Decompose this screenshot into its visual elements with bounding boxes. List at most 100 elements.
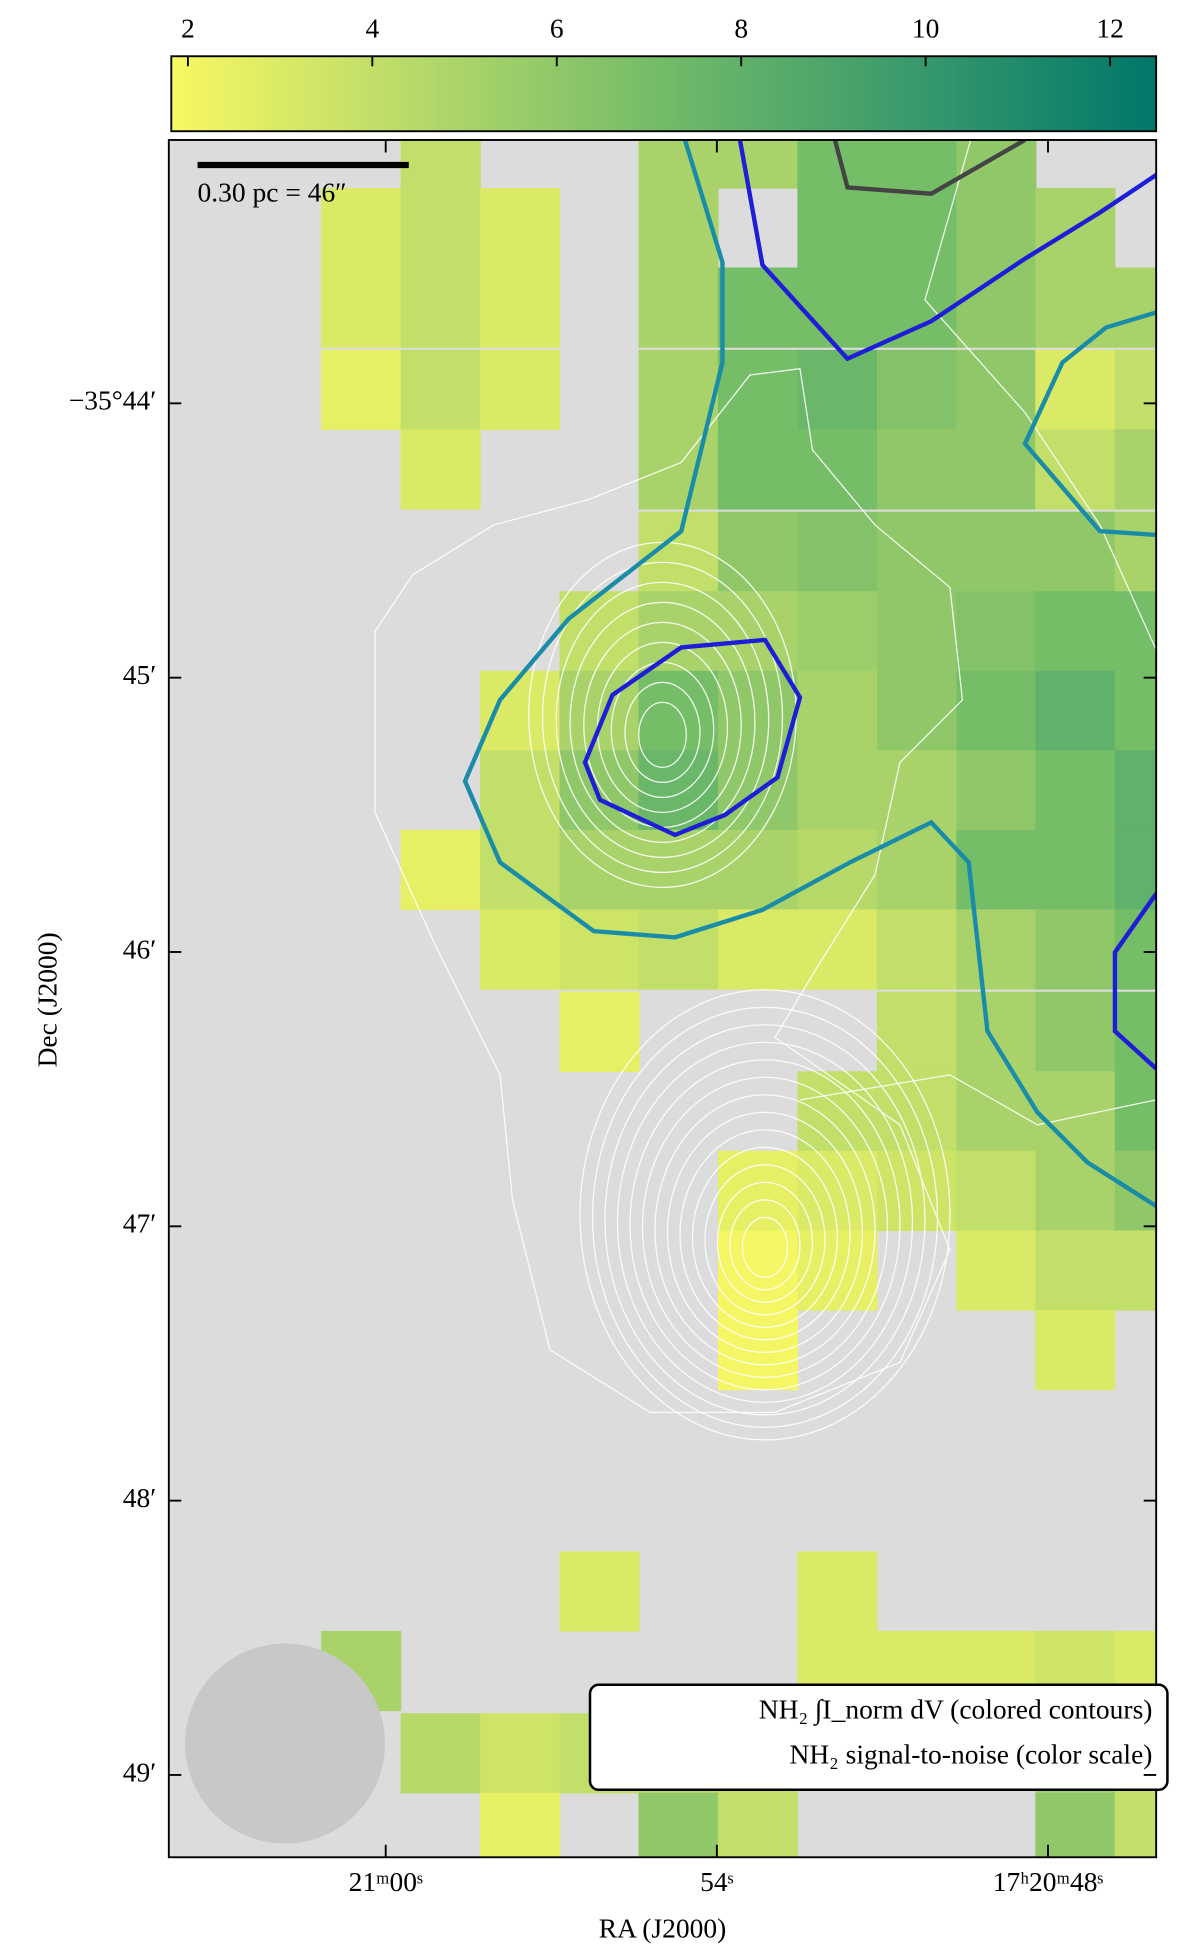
cell xyxy=(717,267,799,348)
cell xyxy=(797,591,878,672)
cell xyxy=(1035,1230,1116,1311)
cell xyxy=(956,349,1037,431)
y-tick-label: 49′ xyxy=(123,1757,157,1787)
cell xyxy=(1035,267,1116,348)
cell xyxy=(1035,349,1116,431)
cell xyxy=(797,1071,878,1152)
contour xyxy=(629,1059,901,1391)
cell xyxy=(717,1150,799,1232)
cell xyxy=(400,187,481,269)
cell xyxy=(638,829,719,911)
contour xyxy=(679,1129,851,1341)
contour xyxy=(374,368,964,1413)
cell xyxy=(876,909,958,990)
cell xyxy=(797,511,878,592)
cell xyxy=(480,349,561,431)
cell xyxy=(876,139,958,189)
cell xyxy=(1035,829,1116,911)
cell xyxy=(876,511,958,592)
contour xyxy=(569,601,756,844)
y-tick-label: 47′ xyxy=(123,1209,157,1239)
x-tick-label: 54ˢ xyxy=(700,1867,733,1897)
x-tick-label: 17ʰ20ᵐ48ˢ xyxy=(993,1867,1104,1897)
cell xyxy=(1035,591,1116,672)
cell xyxy=(1035,1150,1116,1232)
cell xyxy=(480,267,561,348)
cell xyxy=(638,909,719,990)
cell xyxy=(321,267,402,348)
cell xyxy=(400,1713,481,1794)
cell xyxy=(797,429,878,510)
cell xyxy=(1035,670,1116,751)
cell xyxy=(1114,670,1157,751)
colorbar-tick-label: 10 xyxy=(912,14,939,44)
cell xyxy=(1114,1230,1157,1311)
cell xyxy=(876,591,958,672)
cell xyxy=(876,750,958,831)
contour xyxy=(654,1094,876,1366)
cell xyxy=(1035,750,1116,831)
cell xyxy=(1035,1309,1116,1391)
contour xyxy=(729,1199,801,1291)
cell xyxy=(876,349,958,431)
contour xyxy=(1022,310,1157,538)
contour xyxy=(704,1164,826,1316)
cell xyxy=(1035,991,1116,1072)
cell xyxy=(956,1071,1037,1152)
cell xyxy=(1114,991,1157,1072)
cell xyxy=(797,750,878,831)
cell xyxy=(956,139,1037,189)
y-tick-label: 45′ xyxy=(123,660,157,690)
cell xyxy=(480,187,561,269)
cell xyxy=(559,750,640,831)
cell xyxy=(956,1150,1037,1232)
cell xyxy=(559,591,640,672)
cell xyxy=(956,670,1037,751)
colorbar-tick-label: 2 xyxy=(181,14,195,44)
x-tick-label: 21ᵐ00ˢ xyxy=(349,1867,423,1897)
cell xyxy=(321,187,402,269)
cell xyxy=(956,750,1037,831)
contour xyxy=(924,139,1157,651)
white-contours xyxy=(374,139,1157,1441)
cell xyxy=(400,349,481,431)
cell xyxy=(717,1792,799,1858)
cell xyxy=(1114,909,1157,990)
contour xyxy=(641,1076,889,1378)
contour xyxy=(666,1111,864,1353)
cell xyxy=(1114,429,1157,510)
cell xyxy=(1114,349,1157,431)
cell xyxy=(638,267,719,348)
colorbar-tick-label: 12 xyxy=(1096,14,1123,44)
heatmap xyxy=(321,139,1157,1858)
contour xyxy=(1112,892,1157,1071)
y-tick-label: −35°44′ xyxy=(69,386,156,416)
cell xyxy=(717,670,799,751)
contour xyxy=(716,1181,814,1303)
cell xyxy=(956,1230,1037,1311)
legend-entry: NH₂ ∫I_norm dV (colored contours) xyxy=(759,1695,1153,1727)
cell xyxy=(1114,1071,1157,1152)
cell xyxy=(956,511,1037,592)
contour xyxy=(582,637,803,838)
x-axis-title: RA (J2000) xyxy=(599,1913,727,1943)
cell xyxy=(797,267,878,348)
contour xyxy=(555,581,770,859)
cell xyxy=(956,909,1037,990)
cell xyxy=(876,429,958,510)
contour xyxy=(616,1041,914,1403)
cell xyxy=(956,591,1037,672)
cell xyxy=(1035,1792,1116,1858)
cell xyxy=(321,349,402,431)
cell xyxy=(717,511,799,592)
cell xyxy=(638,1792,719,1858)
cell xyxy=(956,267,1037,348)
beam xyxy=(185,1643,386,1844)
cell xyxy=(1035,909,1116,990)
cell xyxy=(559,991,640,1072)
contour xyxy=(541,561,784,874)
cell xyxy=(400,139,481,189)
cell xyxy=(559,1551,640,1632)
contour xyxy=(579,989,951,1441)
